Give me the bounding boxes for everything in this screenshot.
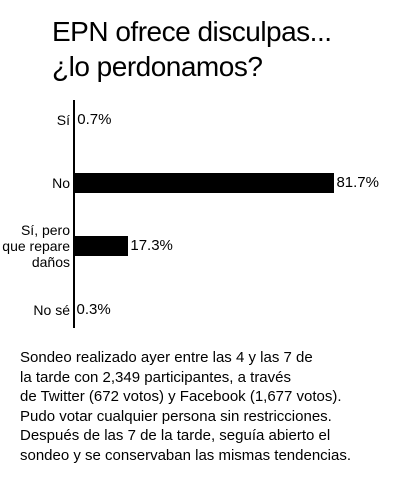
value-label: 81.7% (336, 174, 379, 191)
chart-title: EPN ofrece disculpas... ¿lo perdonamos? (52, 16, 332, 82)
value-label: 0.7% (77, 111, 112, 128)
value-label: 0.3% (76, 301, 111, 318)
bar (73, 110, 76, 130)
category-label: Sí, pero que repare daños (2, 222, 70, 270)
category-label: No (52, 175, 70, 191)
category-label: Sí (56, 112, 70, 128)
bar (73, 173, 335, 193)
axis-line (73, 100, 75, 328)
footnote: Sondeo realizado ayer entre las 4 y las … (20, 349, 352, 464)
bar (73, 236, 129, 256)
bar (73, 300, 75, 320)
value-label: 17.3% (130, 237, 173, 254)
category-label: No sé (33, 302, 70, 318)
